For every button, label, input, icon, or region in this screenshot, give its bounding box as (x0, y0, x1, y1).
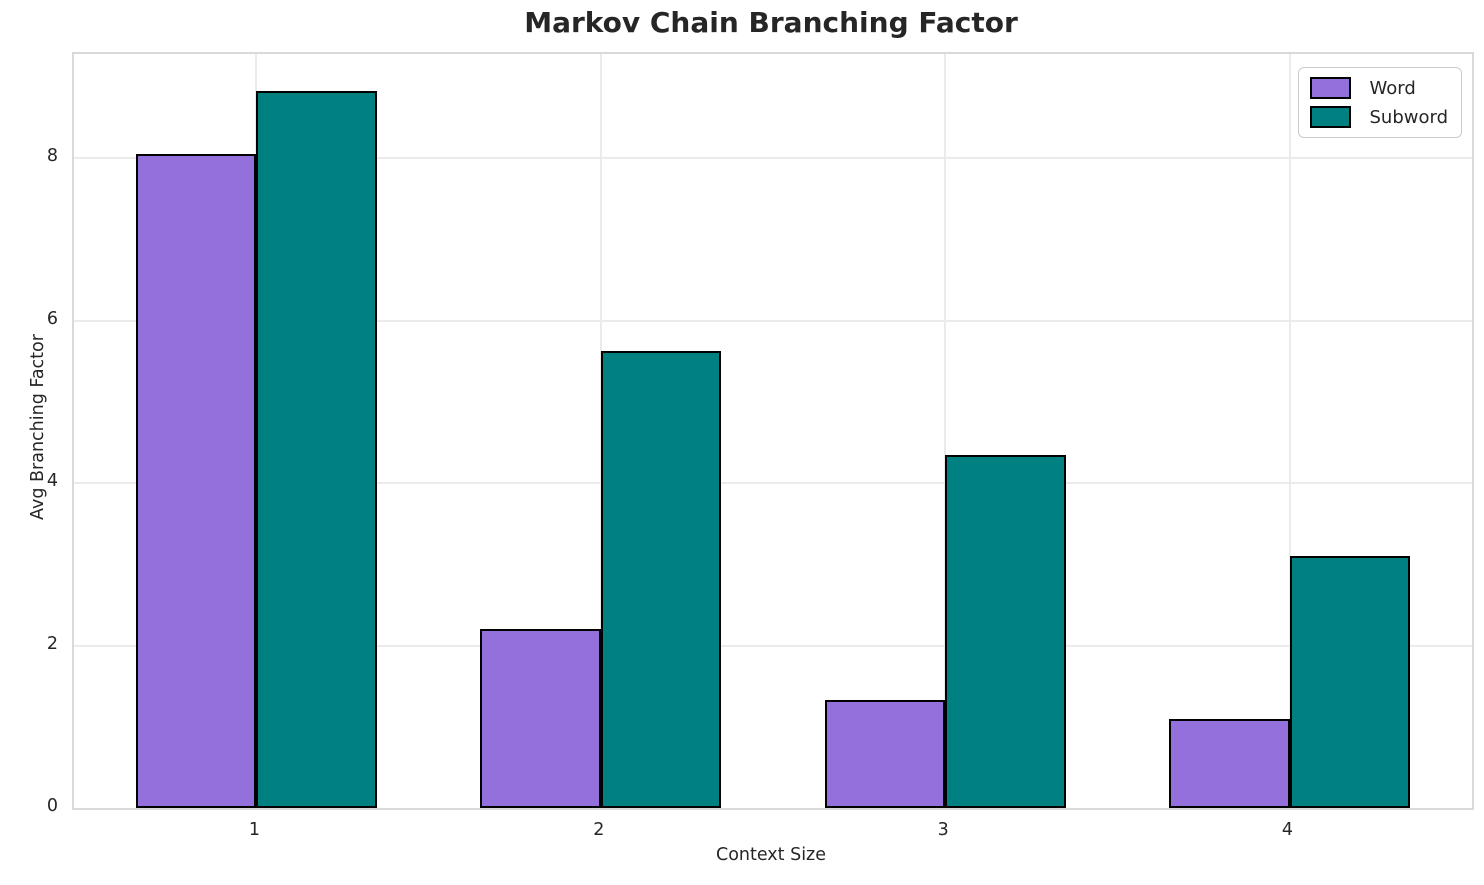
legend-swatch-word (1310, 77, 1352, 99)
bar-subword-context-2 (600, 351, 722, 808)
bar-word-context-2 (480, 629, 601, 808)
y-tick-label: 4 (46, 471, 58, 491)
legend-label-subword: Subword (1369, 106, 1448, 128)
gridline-horizontal (74, 482, 1472, 484)
bar-subword-context-1 (256, 91, 377, 808)
plot-area: Word Subword (72, 52, 1474, 810)
bar-word-context-3 (824, 699, 946, 808)
x-tick-label: 3 (937, 820, 949, 840)
bar-word-context-4 (1168, 718, 1290, 808)
bar-word-context-1 (135, 153, 257, 808)
bar-subword-context-3 (945, 454, 1066, 808)
gridline-horizontal (74, 319, 1472, 322)
x-tick-label: 4 (1281, 820, 1294, 840)
gridline-vertical (1288, 54, 1291, 808)
gridline-horizontal (74, 157, 1472, 159)
gridline-vertical (944, 54, 947, 808)
y-tick-label: 6 (46, 308, 58, 329)
legend: Word Subword (1298, 67, 1462, 138)
bar-subword-context-4 (1289, 556, 1411, 808)
gridline-horizontal (74, 644, 1472, 647)
legend-entry-word: Word (1310, 77, 1448, 99)
x-tick-label: 2 (593, 820, 605, 840)
x-axis-label: Context Size (715, 845, 827, 865)
legend-swatch-subword (1310, 106, 1352, 128)
y-tick-label: 0 (46, 796, 58, 816)
legend-entry-subword: Subword (1310, 106, 1448, 128)
y-tick-label: 2 (46, 633, 58, 654)
x-tick-label: 1 (248, 820, 261, 840)
chart-title: Markov Chain Branching Factor (524, 6, 1018, 39)
legend-label-word: Word (1369, 77, 1416, 99)
y-axis-label: Avg Branching Factor (28, 334, 48, 520)
y-tick-label: 8 (46, 146, 58, 166)
